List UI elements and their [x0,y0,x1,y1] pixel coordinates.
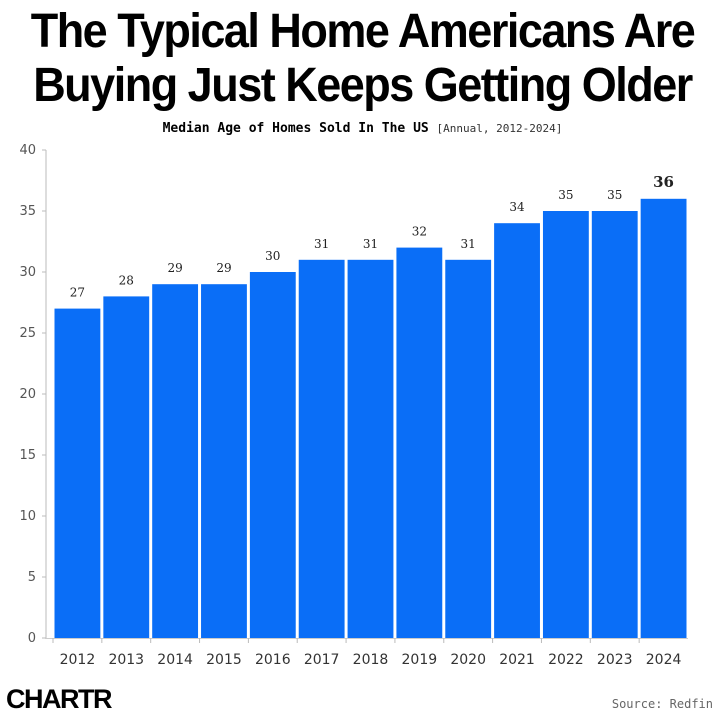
x-tick-label: 2017 [304,652,340,668]
chart-subtitle-note: [Annual, 2012-2024] [436,122,563,135]
bar-value-label: 31 [461,237,476,251]
chart-subtitle: Median Age of Homes Sold In The US [162,121,429,136]
bar-2020 [445,259,492,638]
bar-value-label: 31 [363,237,378,251]
bar-2019 [396,247,443,638]
x-tick-label: 2021 [499,652,535,668]
bar-2021 [494,223,540,638]
bar-2016 [249,272,296,638]
chart-title: The Typical Home Americans Are Buying Ju… [0,2,725,113]
x-tick-label: 2012 [60,652,96,668]
bar-value-label: 29 [216,261,231,275]
y-tick-label: 15 [19,448,36,463]
y-tick-label: 0 [28,631,36,646]
source-note: Source: Redfin [611,697,713,711]
bar-2017 [298,259,345,638]
bar-2013 [103,296,150,638]
bar-2018 [347,259,394,638]
x-tick-label: 2024 [646,652,682,668]
bar-value-label: 28 [119,273,134,287]
bar-value-label: 35 [607,188,622,202]
bar-chart: 0 5 10 15 20 25 30 35 40 27 2012 28 2013 29 2014 29 2015… [19,143,688,668]
x-tick-label: 2020 [450,652,486,668]
x-tick-label: 2019 [402,652,438,668]
x-tick-label: 2014 [157,652,193,668]
title-line-2: Buying Just Keeps Getting Older [33,56,693,113]
x-tick-label: 2018 [353,652,389,668]
bar-value-label: 34 [509,200,525,214]
bar-2022 [542,211,589,638]
bar-2014 [152,284,199,638]
y-tick-label: 35 [19,204,36,219]
chartr-logo: CHARTR [6,684,113,714]
x-tick-label: 2016 [255,652,291,668]
bar-value-label: 30 [265,249,280,263]
bar-2023 [591,211,638,638]
title-line-1: The Typical Home Americans Are [30,2,696,59]
y-tick-label: 5 [28,570,36,585]
bar-value-label: 36 [653,173,674,191]
y-tick-label: 40 [19,143,36,158]
bar-2015 [201,284,247,638]
x-tick-label: 2023 [597,652,633,668]
bar-value-label: 27 [70,286,85,300]
x-tick-label: 2022 [548,652,584,668]
y-tick-label: 25 [19,326,36,341]
bar-2012 [54,308,101,638]
bar-value-label: 32 [412,225,427,239]
bar-value-label: 31 [314,237,329,251]
bar-value-label: 35 [558,188,573,202]
x-tick-label: 2015 [206,652,242,668]
x-tick-label: 2013 [108,652,144,668]
subtitle-row: Median Age of Homes Sold In The US [Annu… [0,121,725,136]
bar-value-label: 29 [167,261,182,275]
bar-2024 [640,198,687,639]
y-tick-label: 30 [19,265,36,280]
y-tick-label: 10 [19,509,36,524]
y-tick-label: 20 [19,387,36,402]
